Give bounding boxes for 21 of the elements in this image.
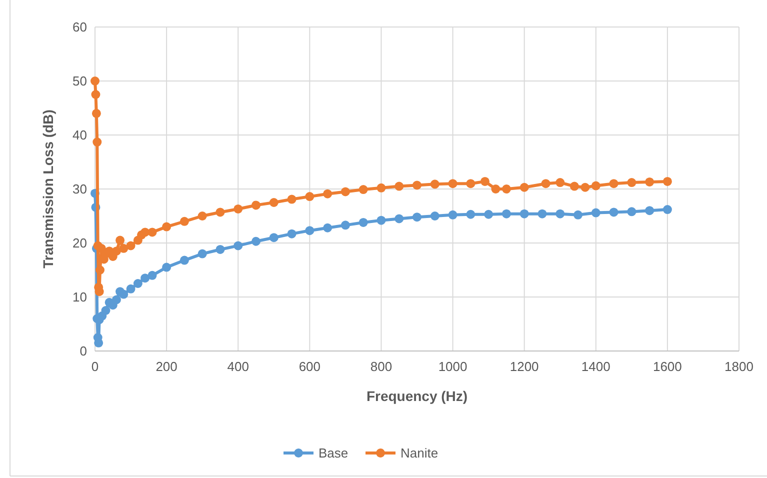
x-axis-title: Frequency (Hz) xyxy=(366,388,468,404)
y-tick-label: 20 xyxy=(72,236,87,251)
x-tick-label: 1200 xyxy=(510,359,539,374)
y-tick-label: 40 xyxy=(72,128,87,143)
x-tick-label: 600 xyxy=(298,359,321,374)
legend-label: Base xyxy=(318,446,348,461)
y-axis-title: Transmission Loss (dB) xyxy=(40,110,56,268)
x-tick-label: 200 xyxy=(156,359,178,374)
x-tick-label: 800 xyxy=(370,359,392,374)
y-tick-label: 30 xyxy=(72,182,87,197)
legend-label: Nanite xyxy=(400,446,438,461)
x-tick-label: 1600 xyxy=(652,359,682,374)
y-tick-label: 10 xyxy=(72,290,87,305)
x-tick-label: 1000 xyxy=(438,359,468,374)
x-tick-label: 1800 xyxy=(724,359,754,374)
y-tick-label: 0 xyxy=(80,344,87,359)
x-tick-label: 1400 xyxy=(581,359,610,374)
x-tick-label: 400 xyxy=(227,359,249,374)
y-tick-label: 60 xyxy=(72,20,87,35)
x-tick-label: 0 xyxy=(91,359,99,374)
y-tick-label: 50 xyxy=(72,74,87,89)
